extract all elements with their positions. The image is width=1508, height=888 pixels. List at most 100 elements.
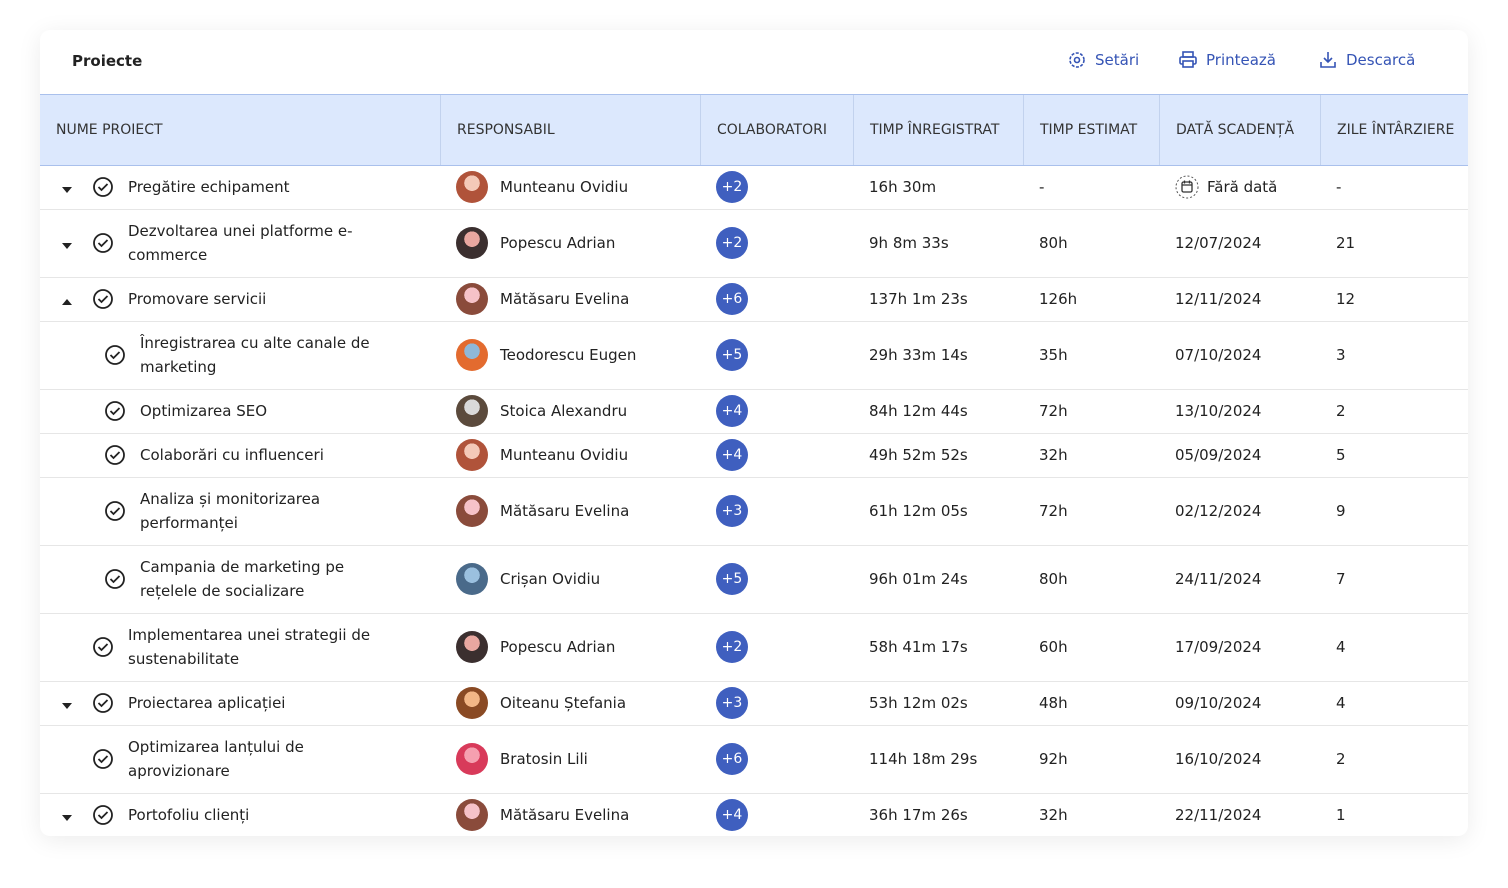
- status-check: [104, 500, 126, 522]
- delay-days: 2: [1336, 402, 1346, 420]
- table-row: Campania de marketing pe rețelele de soc…: [40, 545, 1468, 614]
- responsible-name: Mătăsaru Evelina: [500, 806, 630, 824]
- avatar: [456, 631, 488, 663]
- time-estimated: 72h: [1039, 502, 1068, 520]
- responsible-name: Oiteanu Ștefania: [500, 694, 627, 712]
- expand-toggle[interactable]: [61, 237, 73, 249]
- delay-days: 7: [1336, 570, 1346, 588]
- delay-days: 4: [1336, 638, 1346, 656]
- action-label: Printează: [1206, 51, 1276, 69]
- avatar: [456, 799, 488, 831]
- status-check: [92, 804, 114, 826]
- time-estimated: 32h: [1039, 806, 1068, 824]
- time-logged: 114h 18m 29s: [869, 750, 978, 768]
- collaborators-badge[interactable]: +2: [716, 631, 748, 663]
- responsible-cell: Mătăsaru Evelina: [456, 793, 629, 836]
- project-name: Proiectarea aplicației: [128, 694, 286, 712]
- name-cell: Colaborări cu influenceri: [140, 433, 390, 477]
- print-button[interactable]: Printează: [1178, 50, 1276, 70]
- delay-days-cell: 3: [1336, 321, 1346, 389]
- delay-days: 9: [1336, 502, 1346, 520]
- expand-toggle[interactable]: [61, 809, 73, 821]
- collaborators-cell: +6: [716, 725, 748, 793]
- card: Proiecte Setări Printează Descarcă NUME …: [40, 30, 1468, 836]
- time-estimated-cell: 80h: [1039, 545, 1068, 613]
- calendar-icon: [1175, 175, 1199, 199]
- collaborators-badge[interactable]: +2: [716, 171, 748, 203]
- column-header: NUME PROIECT: [56, 122, 163, 138]
- time-logged: 137h 1m 23s: [869, 290, 968, 308]
- time-estimated-cell: 80h: [1039, 209, 1068, 277]
- time-estimated: 92h: [1039, 750, 1068, 768]
- responsible-name: Popescu Adrian: [500, 638, 616, 656]
- name-cell: Pregătire echipament: [128, 165, 390, 209]
- name-cell: Portofoliu clienți: [128, 793, 390, 836]
- table-row: Colaborări cu influenceri Munteanu Ovidiu…: [40, 433, 1468, 478]
- collaborators-badge[interactable]: +4: [716, 439, 748, 471]
- responsible-name: Mătăsaru Evelina: [500, 290, 630, 308]
- project-name: Colaborări cu influenceri: [140, 446, 324, 464]
- due-date-cell: 05/09/2024: [1175, 433, 1261, 477]
- time-estimated-cell: 32h: [1039, 433, 1068, 477]
- status-check: [104, 344, 126, 366]
- project-name: Promovare servicii: [128, 290, 267, 308]
- due-date-cell: 24/11/2024: [1175, 545, 1261, 613]
- collaborators-badge[interactable]: +5: [716, 563, 748, 595]
- collaborators-badge[interactable]: +6: [716, 743, 748, 775]
- settings-button[interactable]: Setări: [1067, 50, 1139, 70]
- collaborators-cell: +4: [716, 793, 748, 836]
- name-cell: Analiza și monitorizarea performanței: [140, 477, 390, 545]
- avatar: [456, 439, 488, 471]
- expand-toggle[interactable]: [61, 697, 73, 709]
- avatar: [456, 171, 488, 203]
- collaborators-badge[interactable]: +5: [716, 339, 748, 371]
- due-date-cell: 13/10/2024: [1175, 389, 1261, 433]
- status-check: [92, 288, 114, 310]
- expand-toggle[interactable]: [61, 181, 73, 193]
- due-date: 16/10/2024: [1175, 750, 1262, 768]
- gear-icon: [1069, 52, 1085, 68]
- collaborators-badge[interactable]: +4: [716, 395, 748, 427]
- time-logged-cell: 49h 52m 52s: [869, 433, 968, 477]
- status-check: [104, 400, 126, 422]
- responsible-cell: Oiteanu Ștefania: [456, 681, 626, 725]
- due-date: Fără dată: [1207, 178, 1278, 196]
- project-name: Analiza și monitorizarea performanței: [140, 490, 321, 532]
- collaborators-badge[interactable]: +3: [716, 687, 748, 719]
- time-estimated: 60h: [1039, 638, 1068, 656]
- delay-days: -: [1336, 178, 1342, 196]
- due-date-cell: 12/11/2024: [1175, 277, 1261, 321]
- table-row: Înregistrarea cu alte canale de marketin…: [40, 321, 1468, 390]
- column-header: RESPONSABIL: [440, 95, 700, 165]
- collaborators-badge[interactable]: +3: [716, 495, 748, 527]
- time-logged-cell: 114h 18m 29s: [869, 725, 977, 793]
- action-label: Descarcă: [1346, 51, 1416, 69]
- table-row: Optimizarea SEO Stoica Alexandru +4 84h 12m…: [40, 389, 1468, 434]
- download-button[interactable]: Descarcă: [1318, 50, 1415, 70]
- collaborators-cell: +6: [716, 277, 748, 321]
- delay-days-cell: 5: [1336, 433, 1346, 477]
- time-estimated-cell: -: [1039, 165, 1044, 209]
- collaborators-badge[interactable]: +6: [716, 283, 748, 315]
- table-row: Analiza și monitorizarea performanței Măt…: [40, 477, 1468, 546]
- collaborators-badge[interactable]: +2: [716, 227, 748, 259]
- name-cell: Campania de marketing pe rețelele de soc…: [140, 545, 390, 613]
- collaborators-badge[interactable]: +4: [716, 799, 748, 831]
- delay-days-cell: 2: [1336, 389, 1346, 433]
- delay-days-cell: 21: [1336, 209, 1355, 277]
- delay-days: 2: [1336, 750, 1346, 768]
- expand-toggle[interactable]: [61, 293, 73, 305]
- time-logged: 36h 17m 26s: [869, 806, 968, 824]
- time-logged: 58h 41m 17s: [869, 638, 968, 656]
- avatar: [456, 395, 488, 427]
- time-estimated: 48h: [1039, 694, 1068, 712]
- due-date: 09/10/2024: [1175, 694, 1262, 712]
- time-logged-cell: 96h 01m 24s: [869, 545, 968, 613]
- collaborators-cell: +2: [716, 613, 748, 681]
- table-row: Portofoliu clienți Mătăsaru Evelina +4 36h …: [40, 793, 1468, 836]
- table-row: Dezvoltarea unei platforme e-commerce Pop…: [40, 209, 1468, 278]
- responsible-cell: Stoica Alexandru: [456, 389, 627, 433]
- time-logged-cell: 29h 33m 14s: [869, 321, 968, 389]
- collaborators-cell: +2: [716, 165, 748, 209]
- time-logged: 96h 01m 24s: [869, 570, 968, 588]
